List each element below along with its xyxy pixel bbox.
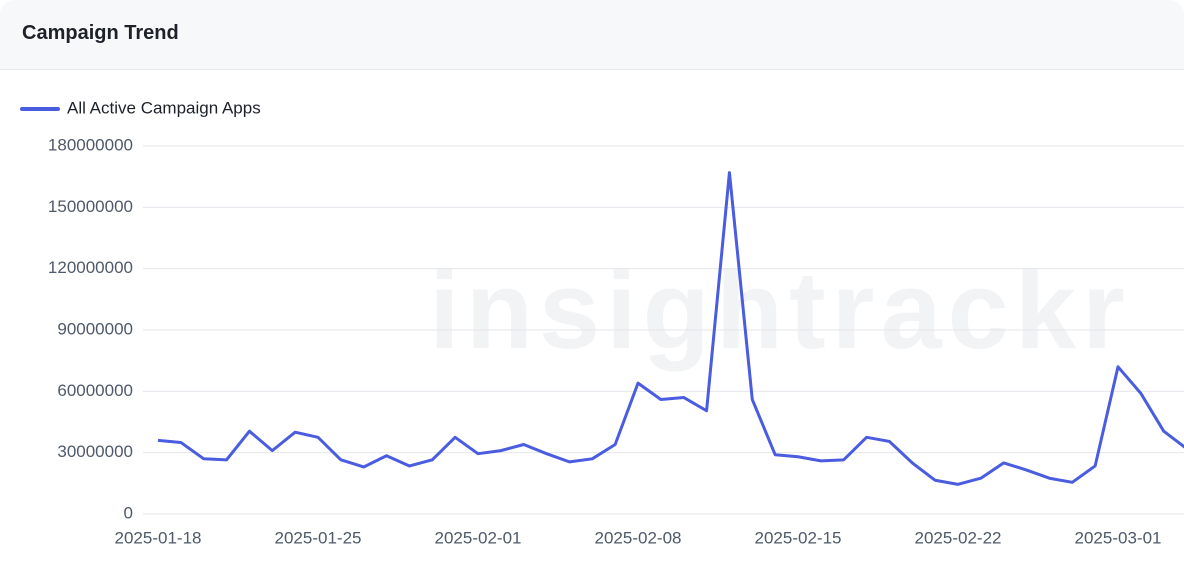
y-tick-label: 180000000 — [48, 135, 133, 154]
chart: insightrackr All Active Campaign Apps 0 300… — [20, 98, 1184, 547]
x-tick-label: 2025-02-01 — [435, 528, 522, 547]
x-tick-label: 2025-02-15 — [755, 528, 842, 547]
card-title: Campaign Trend — [22, 22, 179, 44]
y-tick-label: 30000000 — [57, 442, 133, 461]
x-tick-label: 2025-02-22 — [915, 528, 1002, 547]
x-tick-label: 2025-01-18 — [115, 528, 202, 547]
legend-label: All Active Campaign Apps — [67, 98, 261, 117]
card-header: Campaign Trend — [0, 0, 1184, 70]
x-tick-label: 2025-03-01 — [1075, 528, 1162, 547]
y-tick-label: 120000000 — [48, 258, 133, 277]
y-tick-label: 150000000 — [48, 197, 133, 216]
watermark: insightrackr — [429, 249, 1131, 372]
y-tick-label: 60000000 — [57, 381, 133, 400]
y-tick-label: 90000000 — [57, 319, 133, 338]
series-line — [157, 171, 1184, 486]
x-tick-label: 2025-01-25 — [275, 528, 362, 547]
y-tick-label: 0 — [124, 503, 133, 522]
x-tick-label: 2025-02-08 — [595, 528, 682, 547]
